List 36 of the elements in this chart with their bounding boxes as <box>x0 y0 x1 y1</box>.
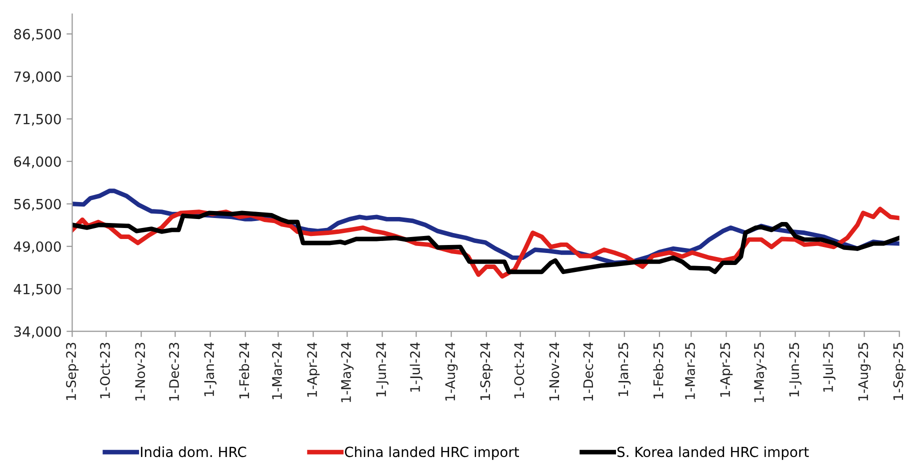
x-tick-label: 1-Feb-24 <box>238 342 250 398</box>
y-tick-label: 71,500 <box>14 114 61 126</box>
y-tick-label: 79,000 <box>14 71 61 84</box>
x-tick-label: 1-Feb-25 <box>653 342 664 398</box>
legend-label: S. Korea landed HRC import <box>617 446 809 460</box>
y-tick-label: 41,500 <box>14 284 61 296</box>
x-tick-label: 1-Sep-24 <box>480 342 493 400</box>
x-tick-label: 1-Jun-24 <box>376 342 389 396</box>
x-tick-label: 1-Apr-25 <box>720 342 733 397</box>
x-tick-label: 1-Nov-23 <box>135 342 146 400</box>
x-tick-label: 1-Oct-24 <box>514 342 524 398</box>
x-tick-label: 1-Jun-25 <box>789 342 802 396</box>
x-tick-label: 1-Sep-23 <box>66 342 79 400</box>
x-tick-label: 1-Aug-24 <box>445 342 458 400</box>
x-tick-label: 1-May-25 <box>754 342 767 402</box>
x-tick-label: 1-Sep-25 <box>893 342 906 400</box>
y-tick-label: 34,000 <box>14 326 61 338</box>
x-tick-label: 1-Mar-24 <box>272 342 282 400</box>
x-tick-label: 1-Jan-25 <box>618 342 631 396</box>
y-tick-label: 49,000 <box>14 241 61 254</box>
legend-label: China landed HRC import <box>344 446 519 460</box>
x-tick-label: 1-Jul-24 <box>410 342 422 392</box>
x-tick-label: 1-Jul-25 <box>822 342 836 392</box>
x-tick-label: 1-Apr-24 <box>307 342 320 397</box>
x-tick-label: 1-May-24 <box>341 342 354 402</box>
x-tick-label: 1-Nov-24 <box>549 342 560 400</box>
x-tick-label: 1-Oct-23 <box>100 342 110 398</box>
x-tick-label: 1-Mar-25 <box>685 342 695 400</box>
x-tick-label: 1-Dec-23 <box>169 342 180 401</box>
y-tick-label: 86,500 <box>14 28 61 41</box>
x-tick-label: 1-Aug-25 <box>858 342 871 400</box>
y-tick-label: 64,000 <box>14 156 61 168</box>
y-tick-label: 56,500 <box>14 198 61 211</box>
x-tick-label: 1-Dec-24 <box>583 342 594 401</box>
legend-label: India dom. HRC <box>140 446 246 458</box>
x-tick-label: 1-Jan-24 <box>204 342 217 396</box>
